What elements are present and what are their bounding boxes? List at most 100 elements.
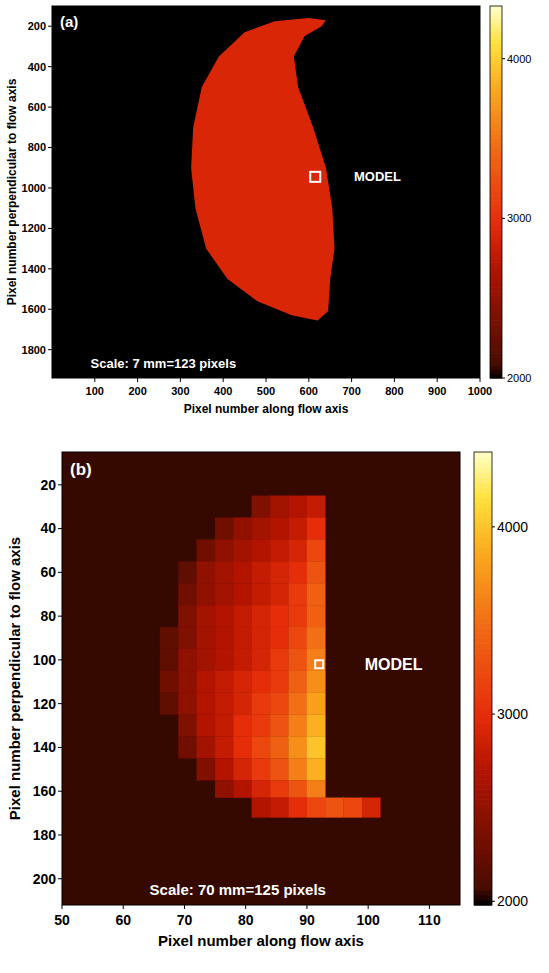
x-tick-label: 200: [128, 385, 146, 397]
y-tick-label: 200: [28, 20, 46, 32]
y-tick: [58, 747, 62, 748]
colorbar-strip: [474, 543, 492, 549]
x-tick: [480, 378, 481, 382]
heat-cell: [307, 798, 325, 818]
heat-cell: [233, 649, 251, 671]
heat-cell: [252, 736, 270, 758]
x-tick-label: 50: [54, 912, 70, 928]
colorbar-strip: [490, 246, 502, 251]
heat-cell: [215, 561, 233, 583]
colorbar-strip: [474, 809, 492, 815]
heat-cell: [252, 496, 270, 518]
colorbar-strip: [490, 167, 502, 172]
x-tick: [94, 378, 95, 382]
colorbar-strip: [490, 233, 502, 238]
panel-label: (b): [70, 460, 92, 479]
colorbar-strip: [474, 658, 492, 664]
y-tick: [48, 147, 52, 148]
y-tick-label: 600: [28, 101, 46, 113]
colorbar-strip: [474, 482, 492, 488]
colorbar-strip: [474, 663, 492, 669]
colorbar-strip: [474, 618, 492, 624]
colorbar-strip: [474, 749, 492, 755]
y-tick-label: 140: [33, 739, 57, 755]
heat-cell: [289, 561, 307, 583]
heat-cell: [252, 583, 270, 605]
heat-cell: [252, 540, 270, 562]
colorbar-strip: [490, 266, 502, 271]
background: [52, 6, 480, 378]
colorbar-strip: [490, 68, 502, 73]
heat-cell: [344, 798, 362, 818]
colorbar-tick: [492, 714, 495, 715]
y-tick: [58, 616, 62, 617]
colorbar-strip: [474, 860, 492, 866]
colorbar-strip: [490, 370, 502, 375]
heat-cell: [270, 780, 288, 798]
heat-cell: [215, 627, 233, 649]
colorbar-strip: [490, 221, 502, 226]
heat-cell: [178, 605, 196, 627]
heat-cell: [289, 583, 307, 605]
heat-cell: [307, 605, 325, 627]
colorbar-strip: [474, 895, 492, 901]
colorbar-strip: [490, 209, 502, 214]
colorbar-strip: [490, 262, 502, 267]
heat-cell: [270, 715, 288, 737]
x-tick: [368, 905, 369, 909]
colorbar-strip: [474, 512, 492, 518]
heat-cell: [197, 649, 215, 671]
heat-cell: [307, 518, 325, 540]
x-tick: [266, 378, 267, 382]
y-tick: [58, 878, 62, 879]
x-tick-label: 100: [86, 385, 104, 397]
colorbar-strip: [474, 638, 492, 644]
y-tick: [48, 309, 52, 310]
colorbar-strip: [474, 739, 492, 745]
colorbar-tick: [502, 378, 505, 379]
colorbar-strip: [490, 213, 502, 218]
heat-cell: [215, 671, 233, 693]
heat-cell: [215, 736, 233, 758]
heat-cell: [307, 583, 325, 605]
heat-cell: [289, 693, 307, 715]
colorbar-strip: [474, 487, 492, 493]
heat-cell: [252, 649, 270, 671]
probe-marker: [315, 660, 323, 668]
y-tick: [58, 484, 62, 485]
colorbar-strip: [490, 163, 502, 168]
heat-cell: [215, 693, 233, 715]
colorbar-strip: [474, 704, 492, 710]
colorbar-strip: [474, 583, 492, 589]
colorbar-strip: [474, 799, 492, 805]
colorbar-strip: [490, 250, 502, 255]
colorbar-strip: [490, 130, 502, 135]
colorbar-strip: [490, 204, 502, 209]
colorbar-strip: [474, 719, 492, 725]
y-tick: [58, 834, 62, 835]
heat-cell: [178, 671, 196, 693]
panel-1: 5060708090100110204060801001201401601802…: [6, 452, 529, 949]
colorbar-strip: [490, 349, 502, 354]
heat-cell: [215, 518, 233, 540]
x-tick-label: 1000: [468, 385, 492, 397]
heat-cell: [197, 561, 215, 583]
colorbar-strip: [474, 588, 492, 594]
colorbar-strip: [490, 324, 502, 329]
colorbar-strip: [474, 533, 492, 539]
colorbar-strip: [490, 122, 502, 127]
x-tick-label: 110: [418, 912, 441, 928]
heat-cell: [233, 518, 251, 540]
x-tick-label: 400: [214, 385, 232, 397]
heat-cell: [197, 693, 215, 715]
colorbar-strip: [490, 105, 502, 110]
heat-cell: [307, 693, 325, 715]
colorbar-strip: [474, 528, 492, 534]
x-tick-label: 90: [299, 912, 315, 928]
heat-cell: [233, 671, 251, 693]
colorbar-tick: [502, 218, 505, 219]
colorbar-strip: [490, 64, 502, 69]
x-tick-label: 900: [428, 385, 446, 397]
y-tick: [58, 791, 62, 792]
heat-cell: [233, 736, 251, 758]
